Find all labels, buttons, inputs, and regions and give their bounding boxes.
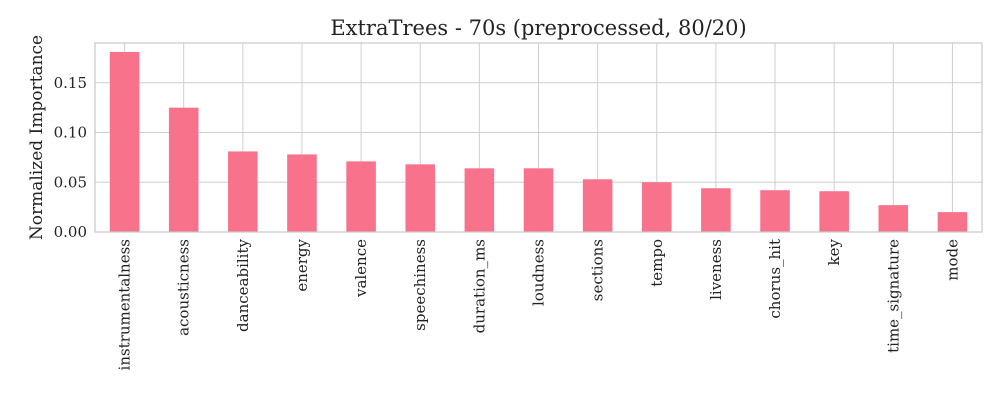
x-tick-labels: instrumentalness acousticness danceability… (116, 238, 962, 370)
x-tick-label: mode (943, 239, 961, 281)
y-axis-label: Normalized Importance (27, 35, 47, 240)
x-tick-label: loudness (530, 239, 548, 306)
y-tick-labels: 0.00 0.05 0.10 0.15 (54, 74, 87, 241)
bar-time_signature (878, 205, 909, 232)
y-tick-label: 0.05 (54, 173, 87, 191)
x-tick-label: tempo (648, 239, 666, 287)
x-tick-label: sections (589, 239, 607, 301)
x-tick-label: valence (352, 239, 370, 298)
bar-danceability (228, 151, 258, 232)
x-tick-label: speechiness (411, 239, 429, 331)
plot-frame (94, 42, 983, 233)
x-tick-label: instrumentalness (116, 239, 134, 370)
y-tick-label: 0.00 (54, 223, 87, 241)
x-tick-label: key (825, 238, 843, 265)
bar-valence (346, 161, 376, 232)
bar-energy (287, 154, 317, 232)
bar-tempo (641, 182, 672, 232)
y-tick-label: 0.10 (54, 124, 87, 142)
x-tick-label: duration_ms (470, 239, 488, 333)
x-tick-label: chorus_hit (766, 239, 784, 319)
bars-layer (109, 51, 968, 232)
bar-chorus_hit (760, 190, 790, 232)
bar-mode (937, 212, 968, 232)
x-tick-label: time_signature (884, 239, 902, 353)
bar-speechiness (405, 164, 436, 232)
bar-instrumentalness (109, 51, 140, 232)
bar-liveness (701, 188, 731, 232)
x-tick-label: acousticness (175, 239, 193, 336)
x-tick-label: danceability (234, 238, 252, 331)
x-tick-label: liveness (707, 239, 725, 300)
bar-loudness (523, 168, 554, 232)
bar-acousticness (168, 107, 199, 232)
chart-title: ExtraTrees - 70s (preprocessed, 80/20) (330, 16, 746, 40)
bar-duration_ms (464, 168, 495, 232)
bar-key (819, 191, 849, 232)
y-tick-label: 0.15 (54, 74, 87, 92)
x-tick-label: energy (293, 238, 311, 291)
bar-sections (582, 179, 613, 232)
